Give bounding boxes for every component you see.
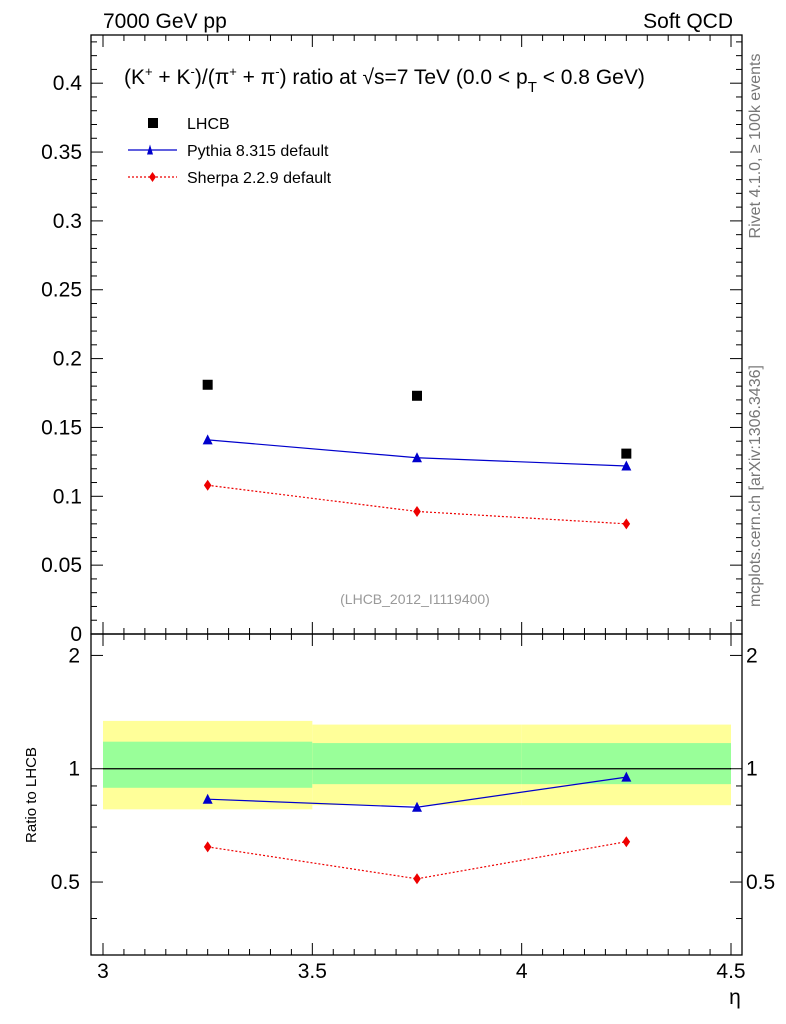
pythia-ratio-point xyxy=(412,801,422,812)
sherpa-ratio-line xyxy=(207,841,627,880)
analysis-reference-label: (LHCB_2012_I1119400) xyxy=(340,591,490,607)
pythia-main-point xyxy=(202,434,213,445)
ratio-plot-area xyxy=(103,720,731,885)
legend-marker-lhcb xyxy=(148,118,158,128)
legend-marker-sherpa xyxy=(149,172,156,182)
rivet-version-label: Rivet 4.1.0, ≥ 100k events xyxy=(747,54,764,239)
plot-frames: 0 0.05 0.1 0.15 0.2 0.25 0.3 0.35 0.4 3 3.5 4 4.5 0.5… xyxy=(41,34,775,983)
ratio-y-tick-label-left: 2 xyxy=(68,644,80,667)
legend-label-sherpa: Sherpa 2.2.9 default xyxy=(187,170,332,187)
lhcb-data-point xyxy=(202,379,213,390)
sherpa-ratio-point xyxy=(413,873,421,885)
ratio-y-tick-label-right: 1 xyxy=(746,758,758,781)
sherpa-ratio-point xyxy=(622,836,631,848)
pythia-ratio-point xyxy=(202,793,213,804)
main-y-tick-label: 0.4 xyxy=(53,72,83,95)
x-tick-label: 4.5 xyxy=(716,960,745,983)
header-right-label: Soft QCD xyxy=(643,10,733,33)
main-y-tick-label: 0.1 xyxy=(53,485,82,508)
pythia-ratio-point xyxy=(621,771,632,782)
main-plot-title: (K+ + K-)/(π+ + π-) ratio at √s=7 TeV (0… xyxy=(124,64,645,96)
legend-label-lhcb: LHCB xyxy=(187,116,230,133)
main-y-tick-label: 0 xyxy=(70,623,82,646)
main-y-tick-label: 0.3 xyxy=(53,210,82,233)
main-y-tick-label: 0.15 xyxy=(41,416,82,439)
header-left-label: 7000 GeV pp xyxy=(103,10,227,33)
x-tick-label: 4 xyxy=(516,960,528,983)
main-y-tick-label: 0.35 xyxy=(41,141,82,164)
sherpa-main-point xyxy=(413,505,421,517)
ratio-y-tick-label-left: 0.5 xyxy=(51,871,80,894)
main-y-tick-label: 0.05 xyxy=(41,554,82,577)
ratio-inner-band xyxy=(103,741,313,788)
main-plot-area xyxy=(202,379,632,530)
legend-marker-pythia xyxy=(147,144,153,155)
sherpa-ratio-point xyxy=(203,841,212,853)
main-y-tick-label: 0.25 xyxy=(41,279,82,302)
x-tick-label: 3.5 xyxy=(298,960,327,983)
ratio-y-tick-label-left: 1 xyxy=(68,758,80,781)
mcplots-url-label: mcplots.cern.ch [arXiv:1306.3436] xyxy=(747,365,764,607)
x-tick-label: 3 xyxy=(97,960,109,983)
legend-label-pythia: Pythia 8.315 default xyxy=(187,143,329,160)
ratio-y-tick-label-right: 2 xyxy=(746,644,758,667)
x-axis-label: η xyxy=(729,986,741,1009)
legend: LHCB Pythia 8.315 default Sherpa 2.2.9 d… xyxy=(128,116,332,187)
ratio-inner-band xyxy=(312,743,522,785)
sherpa-main-point xyxy=(622,518,631,530)
lhcb-data-point xyxy=(412,390,422,401)
ratio-axis-label: Ratio to LHCB xyxy=(23,747,40,843)
lhcb-data-point xyxy=(621,448,632,459)
main-y-tick-label: 0.2 xyxy=(53,348,82,371)
sherpa-main-line xyxy=(207,484,627,525)
pythia-main-point xyxy=(412,452,422,463)
pythia-main-point xyxy=(621,460,632,471)
sherpa-main-point xyxy=(203,479,212,491)
ratio-y-tick-label-right: 0.5 xyxy=(746,871,775,894)
